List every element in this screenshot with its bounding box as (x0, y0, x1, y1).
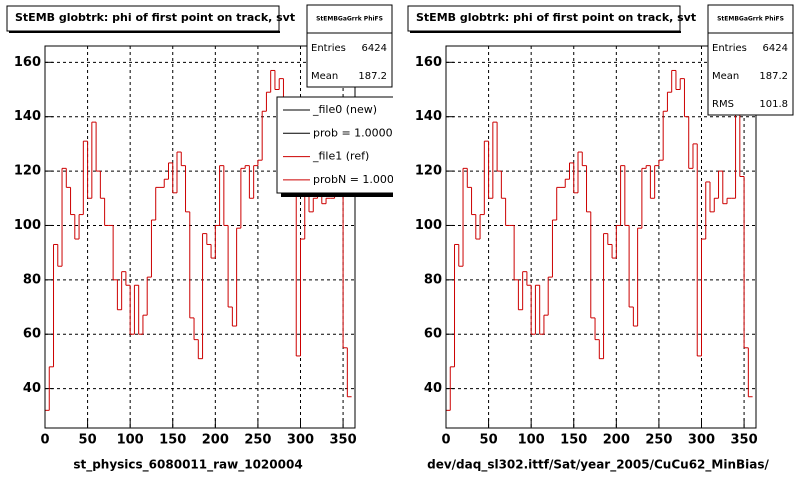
x-tick-label: 250 (244, 433, 271, 448)
legend-entry: probN = 1.000000 (313, 173, 415, 186)
stats-label: Mean (311, 71, 338, 82)
y-tick-label: 100 (415, 218, 442, 233)
x-axis-label: st_physics_6080011_raw_1020004 (73, 458, 302, 473)
stats-title: StEMBGaGrrk PhiFS (316, 16, 383, 23)
y-tick-label: 140 (415, 109, 442, 124)
x-tick-label: 100 (518, 433, 545, 448)
stats-value: 6424 (362, 43, 387, 54)
y-tick-label: 160 (415, 55, 442, 70)
y-tick-label: 40 (424, 381, 442, 396)
stats-value: 101.8 (759, 99, 788, 110)
x-tick-label: 300 (287, 433, 314, 448)
frame-border (445, 45, 757, 429)
x-tick-label: 350 (731, 433, 758, 448)
x-tick-label: 200 (202, 433, 229, 448)
y-tick-label: 160 (14, 55, 41, 70)
legend-entry: _file0 (new) (312, 103, 377, 116)
legend-box (276, 96, 393, 194)
title-box (407, 5, 681, 32)
legend-entry: _file1 (ref) (312, 150, 369, 163)
x-tick-label: 50 (79, 433, 97, 448)
x-tick-label: 0 (441, 433, 450, 448)
y-tick-label: 80 (424, 272, 442, 287)
stats-value: 6424 (763, 43, 788, 54)
y-tick-label: 80 (23, 272, 41, 287)
chart-title: StEMB globtrk: phi of first point on tra… (15, 11, 295, 24)
frame (445, 45, 757, 429)
x-tick-label: 50 (480, 433, 498, 448)
y-tick-label: 120 (14, 164, 41, 179)
stats-label: RMS (712, 99, 734, 110)
y-tick-label: 100 (14, 218, 41, 233)
legend-entry: prob = 1.000000 (313, 126, 407, 139)
title-box (6, 5, 280, 32)
y-tick-label: 60 (23, 327, 41, 342)
x-tick-label: 100 (117, 433, 144, 448)
stats-label: Mean (712, 71, 739, 82)
stats-box (707, 4, 794, 116)
x-tick-label: 350 (330, 433, 357, 448)
stats-value: 187.2 (358, 71, 387, 82)
x-tick-label: 200 (603, 433, 630, 448)
stats-value: 187.2 (759, 71, 788, 82)
legend: _file0 (new) prob = 1.000000 _file1 (ref) p… (276, 96, 415, 197)
x-tick-label: 250 (645, 433, 672, 448)
stats-label: Entries (712, 43, 747, 54)
x-tick-label: 150 (560, 433, 587, 448)
y-tick-label: 140 (14, 109, 41, 124)
x-tick-label: 0 (40, 433, 49, 448)
frame-border (44, 45, 356, 429)
y-tick-label: 120 (415, 164, 442, 179)
x-tick-label: 150 (159, 433, 186, 448)
y-tick-label: 40 (23, 381, 41, 396)
x-tick-label: 300 (688, 433, 715, 448)
stats-box (306, 4, 393, 88)
x-axis-label: dev/daq_sl302.ittf/Sat/year_2005/CuCu62_… (427, 458, 769, 473)
stats-title: StEMBGaGrrk PhiFS (717, 16, 784, 23)
y-tick-label: 60 (424, 327, 442, 342)
stats-label: Entries (311, 43, 346, 54)
chart-title: StEMB globtrk: phi of first point on tra… (416, 11, 696, 24)
